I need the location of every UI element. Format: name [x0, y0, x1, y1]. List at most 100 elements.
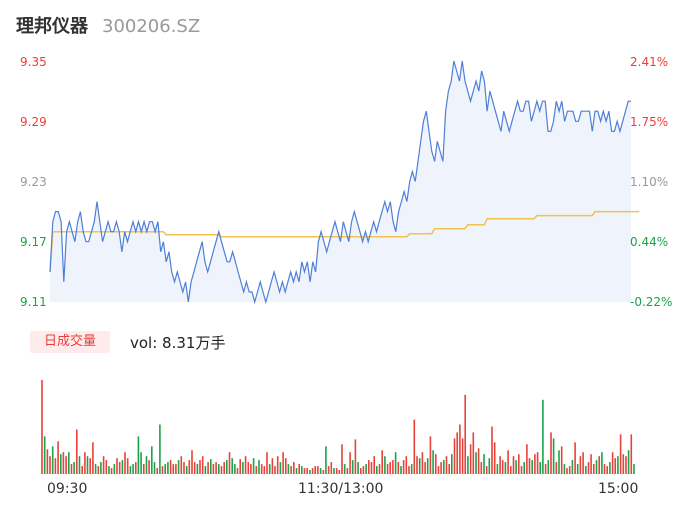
volume-bar — [43, 436, 46, 474]
volume-bar — [135, 462, 137, 474]
volume-bar — [137, 436, 140, 474]
volume-bar — [271, 458, 274, 474]
volume-bar — [582, 452, 584, 474]
volume-bar — [330, 462, 333, 474]
volume-bar — [448, 464, 450, 474]
volume-bar — [145, 456, 148, 474]
volume-bar — [378, 464, 381, 474]
volume-bar — [183, 462, 185, 474]
volume-bar — [593, 464, 595, 474]
volume-bar — [625, 456, 627, 474]
volume-bar — [528, 458, 531, 474]
volume-bar — [475, 452, 477, 474]
volume-bar — [121, 460, 124, 474]
volume-bar — [496, 464, 499, 474]
volume-bar — [373, 456, 375, 474]
volume-bar — [175, 464, 177, 474]
volume-bar — [370, 462, 373, 474]
volume-bar — [418, 458, 421, 474]
volume-bar — [622, 454, 625, 474]
volume-bar — [335, 468, 338, 474]
volume-bar — [526, 444, 528, 474]
volume-bar — [215, 462, 217, 474]
volume-bar — [531, 460, 533, 474]
volume-bar — [566, 468, 568, 474]
volume-bar — [287, 464, 290, 474]
volume-bar — [440, 462, 442, 474]
volume-bar — [60, 454, 62, 474]
volume-bar — [617, 456, 619, 474]
time-label-midday: 11:30/13:00 — [298, 481, 384, 497]
volume-bar — [188, 460, 191, 474]
volume-bar — [376, 466, 378, 474]
volume-bar — [274, 466, 276, 474]
volume-bar — [239, 459, 241, 474]
volume-bar — [255, 466, 258, 474]
volume-bar — [480, 462, 483, 474]
volume-bar — [234, 464, 236, 474]
volume-bar — [76, 429, 78, 474]
volume-bar — [560, 446, 563, 474]
volume-bar — [351, 460, 354, 474]
volume-bar — [598, 456, 600, 474]
volume-bar — [384, 456, 386, 474]
volume-bar — [116, 458, 118, 474]
volume-bar — [507, 450, 509, 474]
volume-bar — [105, 460, 108, 474]
volume-bar — [164, 464, 166, 474]
volume-bar — [469, 444, 472, 474]
volume-bar — [156, 468, 158, 474]
volume-bar — [368, 460, 370, 474]
volume-bar — [609, 462, 611, 474]
volume-bar — [172, 464, 175, 474]
volume-bar — [349, 452, 351, 474]
volume-bar — [140, 452, 142, 474]
volume-bar — [263, 466, 266, 474]
volume-bar — [520, 466, 523, 474]
volume-bar — [365, 464, 367, 474]
volume-bar — [341, 444, 343, 474]
volume-bar — [46, 449, 49, 474]
volume-bar — [279, 462, 282, 474]
volume-bar — [228, 452, 231, 474]
volume-bar — [327, 466, 330, 474]
volume-bar — [402, 460, 405, 474]
volume-bar — [303, 468, 306, 474]
volume-bar — [223, 462, 225, 474]
volume-bar — [397, 462, 400, 474]
volume-bar — [451, 454, 453, 474]
volume-bar — [153, 462, 156, 474]
volume-bar — [196, 464, 199, 474]
volume-bar — [180, 456, 183, 474]
volume-bar — [199, 460, 201, 474]
volume-bar — [89, 458, 91, 474]
volume-tab[interactable]: 日成交量 — [30, 331, 110, 353]
volume-bar — [81, 466, 83, 474]
volume-bar — [177, 460, 180, 474]
volume-bar — [633, 464, 635, 474]
volume-bar — [386, 464, 389, 474]
volume-bar — [536, 452, 539, 474]
volume-bar — [405, 456, 408, 474]
pct-tick-right: 1.75% — [630, 115, 669, 129]
volume-bar — [51, 446, 54, 474]
volume-bar — [354, 439, 357, 474]
volume-bar — [94, 464, 97, 474]
volume-bar — [65, 456, 67, 474]
volume-bar — [394, 452, 397, 474]
volume-bar — [236, 468, 239, 474]
volume-bar — [499, 456, 501, 474]
volume-bar — [512, 456, 515, 474]
volume-bar — [276, 456, 279, 474]
volume-bar — [201, 456, 204, 474]
volume-bar — [333, 468, 335, 474]
volume-bar — [148, 460, 150, 474]
volume-bar — [472, 432, 475, 474]
volume-bar — [161, 466, 164, 474]
volume-bar — [421, 452, 424, 474]
volume-bar — [563, 464, 566, 474]
volume-bar — [129, 466, 132, 474]
volume-bar — [389, 462, 391, 474]
volume-bar — [73, 462, 75, 474]
volume-bar — [343, 464, 346, 474]
